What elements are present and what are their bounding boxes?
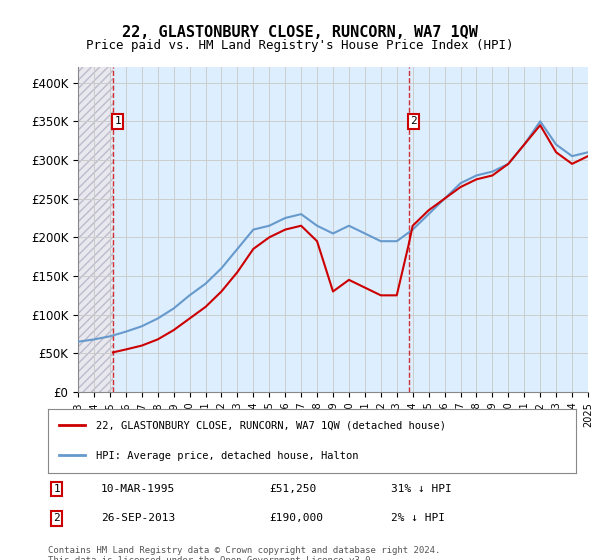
- Text: 1: 1: [115, 116, 121, 127]
- Text: 2: 2: [53, 514, 60, 524]
- Text: 26-SEP-2013: 26-SEP-2013: [101, 514, 175, 524]
- Text: £190,000: £190,000: [270, 514, 324, 524]
- Text: 2% ↓ HPI: 2% ↓ HPI: [391, 514, 445, 524]
- Text: HPI: Average price, detached house, Halton: HPI: Average price, detached house, Halt…: [95, 451, 358, 461]
- Text: £51,250: £51,250: [270, 484, 317, 494]
- Text: 1: 1: [53, 484, 60, 494]
- Text: Contains HM Land Registry data © Crown copyright and database right 2024.
This d: Contains HM Land Registry data © Crown c…: [48, 546, 440, 560]
- Text: 31% ↓ HPI: 31% ↓ HPI: [391, 484, 452, 494]
- Text: 2: 2: [410, 116, 417, 127]
- Text: 22, GLASTONBURY CLOSE, RUNCORN, WA7 1QW: 22, GLASTONBURY CLOSE, RUNCORN, WA7 1QW: [122, 25, 478, 40]
- Text: Price paid vs. HM Land Registry's House Price Index (HPI): Price paid vs. HM Land Registry's House …: [86, 39, 514, 52]
- Text: 10-MAR-1995: 10-MAR-1995: [101, 484, 175, 494]
- FancyBboxPatch shape: [78, 67, 113, 392]
- Text: 22, GLASTONBURY CLOSE, RUNCORN, WA7 1QW (detached house): 22, GLASTONBURY CLOSE, RUNCORN, WA7 1QW …: [95, 421, 446, 431]
